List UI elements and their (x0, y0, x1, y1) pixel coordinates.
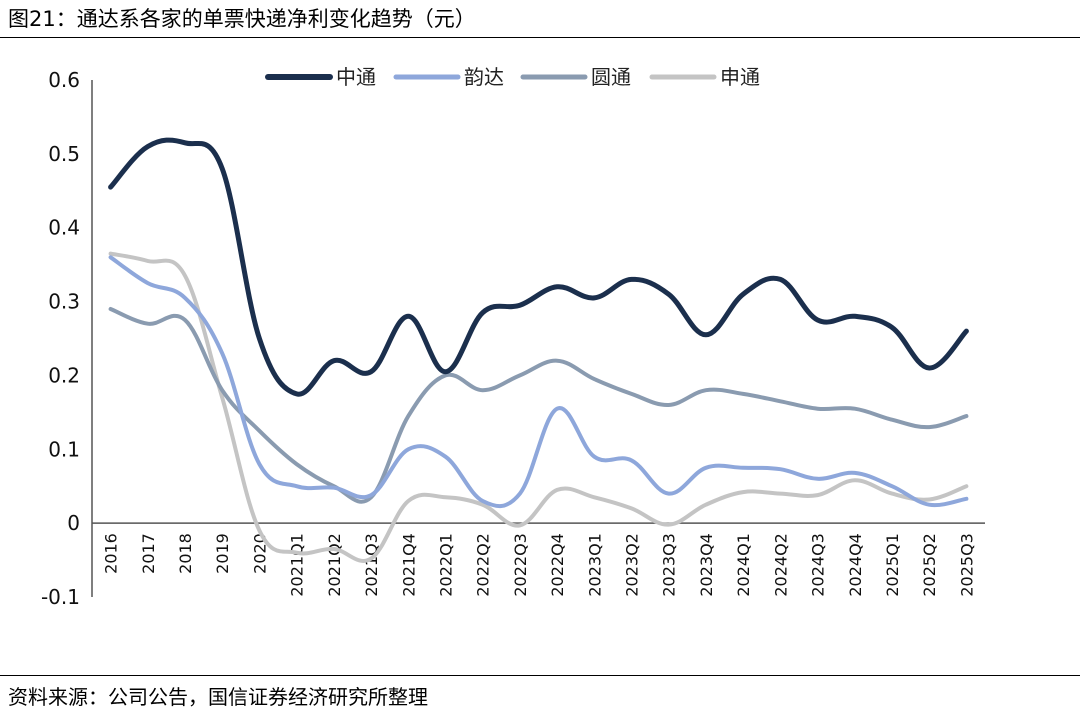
x-tick-label: 2024Q3 (809, 533, 828, 597)
series-line-中通 (108, 137, 969, 397)
y-tick-label: 0.3 (48, 290, 80, 314)
source-note: 资料来源：公司公告，国信证券经济研究所整理 (8, 685, 428, 709)
x-tick-label: 2025Q2 (920, 533, 939, 597)
x-tick-label: 2022Q1 (436, 533, 455, 597)
legend-label: 申通 (720, 65, 760, 89)
y-tick-label: 0.4 (48, 216, 80, 240)
axes (91, 80, 985, 597)
x-tick-label: 2025Q1 (883, 533, 902, 597)
x-tick-label: 2019 (213, 533, 232, 574)
title-rule (0, 37, 1080, 38)
x-tick-label: 2018 (176, 533, 195, 574)
x-tick-label: 2016 (102, 533, 121, 574)
y-tick-label: 0 (67, 511, 80, 535)
x-tick-label: 2024Q1 (734, 533, 753, 597)
x-tick-label: 2023Q4 (697, 533, 716, 597)
y-tick-labels: 0.6 0.5 0.4 0.3 0.2 0.1 0 -0.1 (41, 68, 80, 609)
x-tick-label: 2020 (250, 533, 269, 574)
x-tick-label: 2022Q3 (511, 533, 530, 597)
x-tick-label: 2022Q2 (474, 533, 493, 597)
x-tick-label: 2021Q1 (288, 533, 307, 597)
series-lines (108, 137, 969, 563)
series-line-韵达 (108, 255, 969, 508)
y-tick-label: -0.1 (41, 585, 80, 609)
y-tick-label: 0.6 (48, 68, 80, 92)
series-line-申通 (108, 251, 969, 563)
x-tick-label: 2022Q4 (548, 533, 567, 597)
series-line-圆通 (108, 307, 969, 504)
y-tick-label: 0.5 (48, 142, 80, 166)
x-tick-label: 2024Q4 (846, 533, 865, 597)
x-tick-label: 2021Q2 (325, 533, 344, 597)
x-tick-label: 2025Q3 (957, 533, 976, 597)
figure-title: 图21：通达系各家的单票快递净利变化趋势（元） (8, 7, 476, 31)
x-tick-label: 2024Q2 (771, 533, 790, 597)
x-tick-labels: 2016 2017 2018 2019 2020 2021Q1 2021Q2 2021Q3 20… (102, 533, 977, 597)
y-tick-label: 0.1 (48, 437, 80, 461)
source-rule (0, 675, 1080, 676)
x-tick-label: 2023Q1 (585, 533, 604, 597)
legend: 中通 韵达 圆通 申通 (265, 65, 760, 89)
legend-label: 圆通 (591, 65, 631, 89)
x-tick-label: 2023Q3 (660, 533, 679, 597)
x-tick-label: 2021Q3 (362, 533, 381, 597)
legend-label: 中通 (336, 65, 376, 89)
y-tick-label: 0.2 (48, 363, 80, 387)
x-tick-label: 2021Q4 (399, 533, 418, 597)
legend-label: 韵达 (464, 65, 504, 89)
x-tick-label: 2023Q2 (623, 533, 642, 597)
x-tick-label: 2017 (139, 533, 158, 574)
